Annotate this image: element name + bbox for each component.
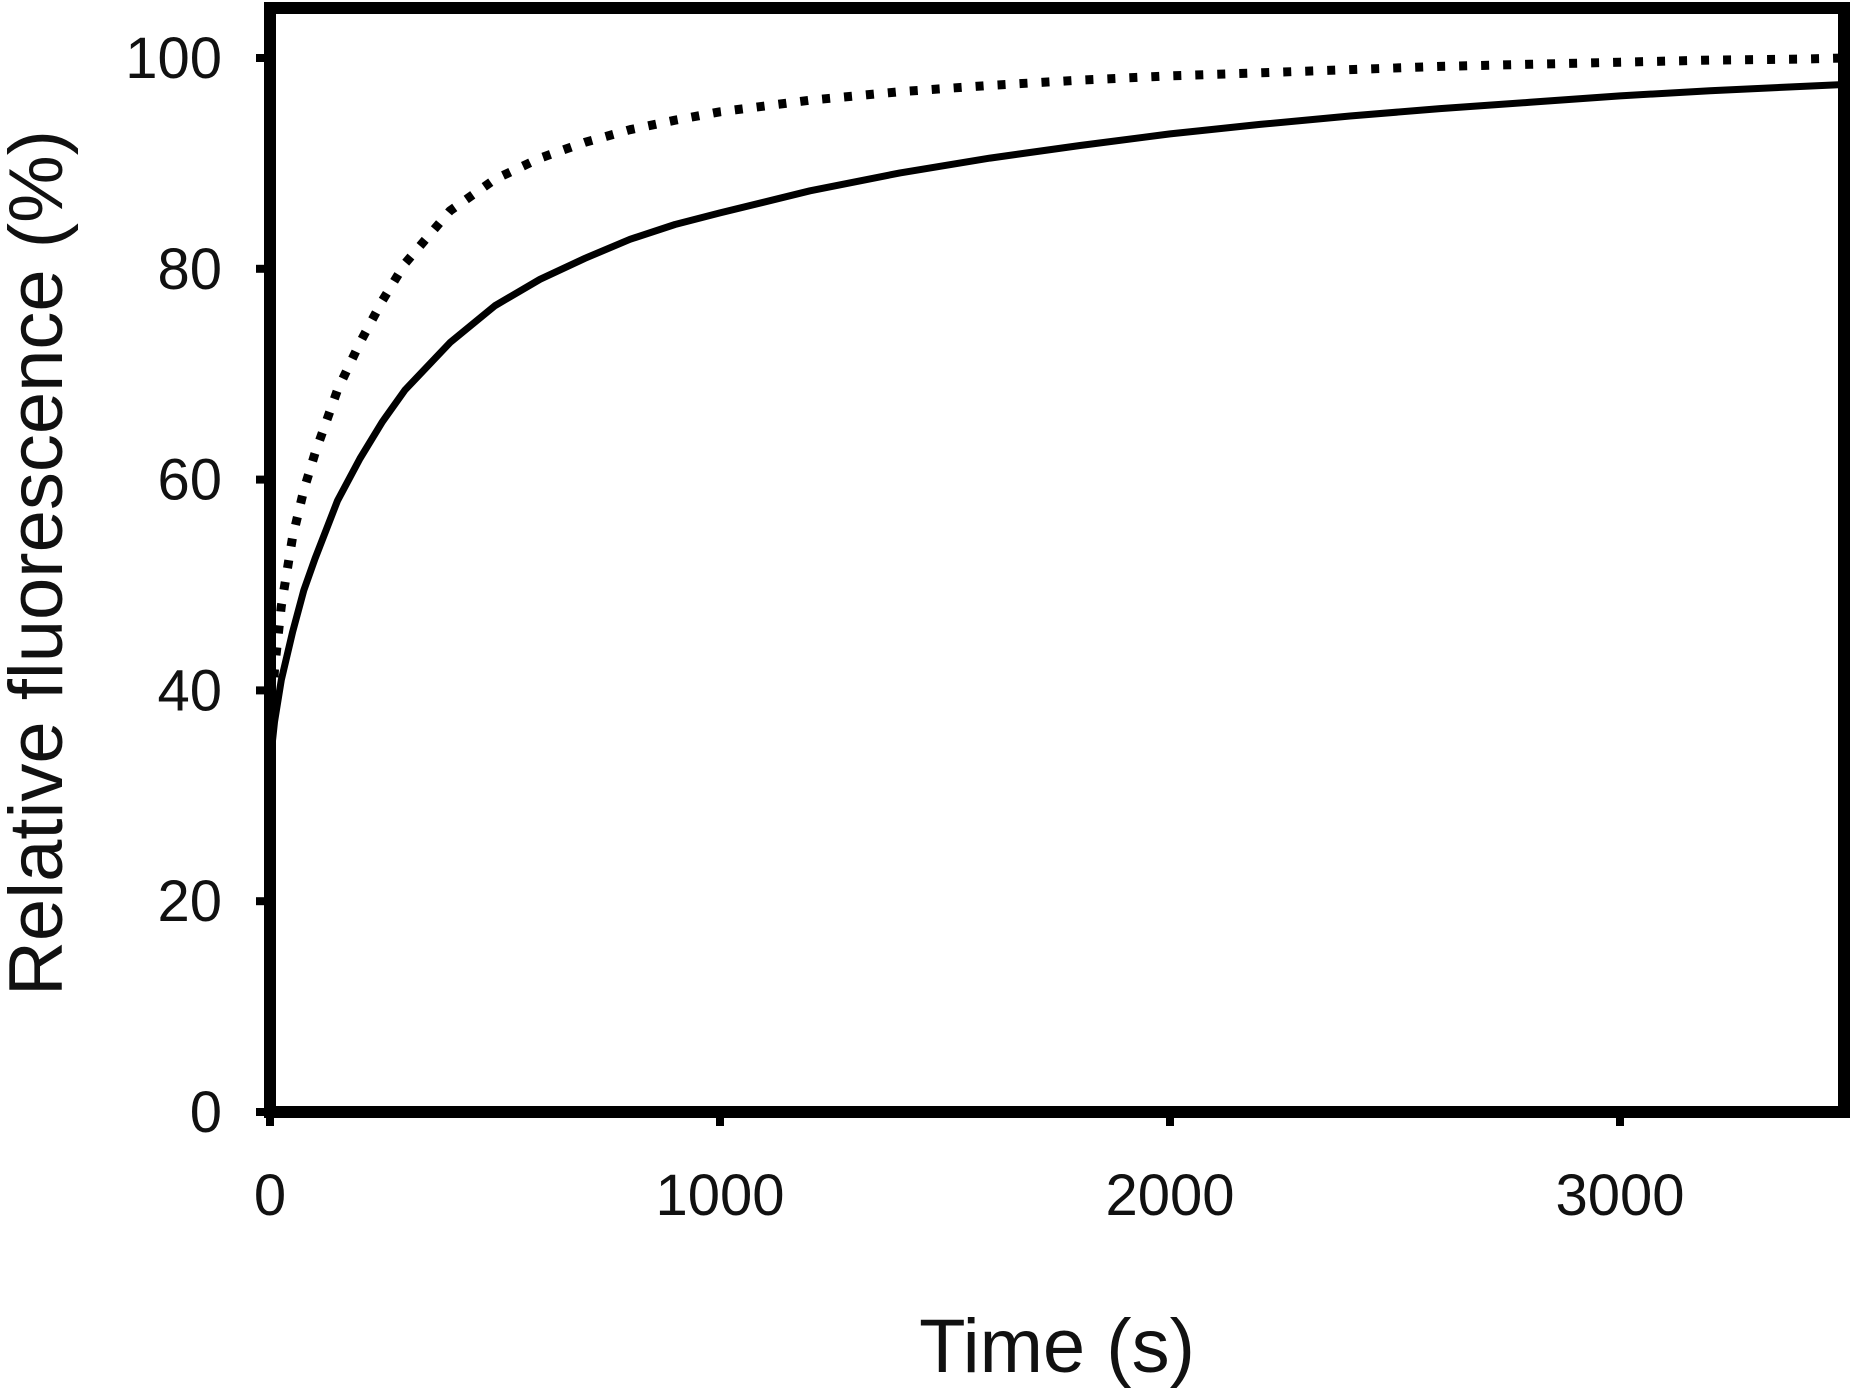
series-solid-line: [270, 80, 1844, 765]
y-axis-title: Relative fluorescence (%): [0, 130, 79, 996]
x-tick-label: 1000: [655, 1163, 784, 1228]
y-tick-label: 100: [125, 26, 222, 91]
plot-frame: [264, 2, 1850, 1118]
plot-lines: [270, 53, 1844, 765]
y-axis-ticks: 0 20 40 60 80 100: [125, 26, 270, 1145]
x-tick-label: 0: [254, 1163, 286, 1228]
x-axis-title: Time (s): [919, 1304, 1195, 1389]
x-axis-ticks: 0 1000 2000 3000: [254, 1112, 1685, 1228]
x-tick-label: 3000: [1555, 1163, 1684, 1228]
y-tick-label: 60: [157, 448, 222, 513]
y-tick-label: 80: [157, 237, 222, 302]
y-tick-label: 20: [157, 869, 222, 934]
series-dotted-line: [270, 53, 1844, 744]
y-tick-label: 40: [157, 658, 222, 723]
x-tick-label: 2000: [1105, 1163, 1234, 1228]
y-tick-label: 0: [190, 1080, 222, 1145]
